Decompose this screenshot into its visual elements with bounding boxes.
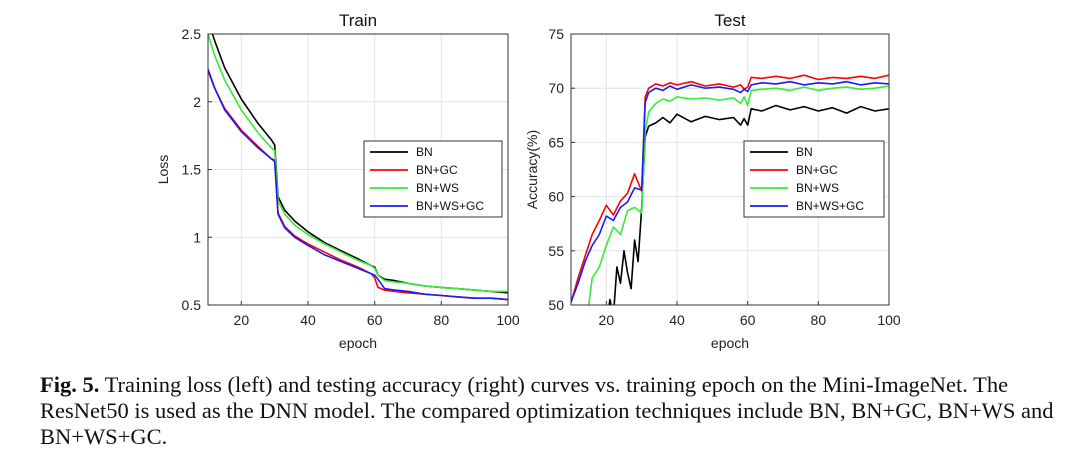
train-legend-label-bn: BN — [416, 145, 433, 159]
test-ytick-label-4: 70 — [548, 80, 564, 96]
train-legend: BN BN+GC BN+WS BN+WS+GC — [363, 140, 503, 218]
test-ytick-label-5: 75 — [548, 26, 564, 42]
train-ytick-label-4: 2.5 — [182, 26, 202, 42]
train-legend-label-bn-gc: BN+GC — [416, 163, 458, 177]
test-series-bn-line — [608, 104, 889, 305]
train-legend-label-bn-ws-gc: BN+WS+GC — [416, 199, 484, 213]
test-axes-frame — [570, 33, 890, 306]
train-xtick-label-0: 20 — [234, 312, 250, 328]
train-x-axis-label: epoch — [339, 335, 377, 351]
test-chart: 20 40 60 80 100 50 55 60 65 70 75 Test epoch Accuracy… — [524, 11, 901, 351]
train-legend-box — [363, 140, 503, 218]
test-xtick-label-3: 80 — [811, 312, 827, 328]
figure-canvas: 20 40 60 80 1000.511.522.5TrainepochLossBNBN… — [155, 11, 901, 351]
train-y-axis-label: Loss — [155, 155, 171, 185]
test-series-group — [571, 74, 889, 305]
train-xtick-label-1: 40 — [300, 312, 316, 328]
figure-caption: Fig. 5. Training loss (left) and testing… — [40, 372, 1060, 450]
test-xtick-label-0: 20 — [599, 312, 615, 328]
test-legend-label-bn-ws: BN+WS — [796, 181, 839, 195]
train-xtick-label-3: 80 — [434, 312, 450, 328]
train-ytick-label-2: 1.5 — [182, 162, 202, 178]
test-ytick-label-1: 55 — [548, 243, 564, 259]
test-xtick-label-4: 100 — [877, 312, 901, 328]
train-chart-title: Train — [339, 11, 377, 30]
test-y-axis-label: Accuracy(%) — [524, 130, 540, 209]
test-legend-label-bn-ws-gc: BN+WS+GC — [796, 199, 864, 213]
test-legend-label-bn: BN — [796, 145, 813, 159]
test-ytick-label-3: 65 — [548, 134, 564, 150]
test-series-bn-ws-gc-line — [571, 80, 889, 302]
figure-caption-text: Training loss (left) and testing accurac… — [40, 372, 1054, 449]
test-xtick-label-1: 40 — [669, 312, 685, 328]
test-legend-box — [743, 140, 885, 218]
train-ytick-label-1: 1 — [193, 229, 201, 245]
test-ytick-label-2: 60 — [548, 189, 564, 205]
test-legend-label-bn-gc: BN+GC — [796, 163, 838, 177]
test-xtick-label-2: 60 — [740, 312, 756, 328]
test-series-bn-gc-line — [571, 74, 889, 304]
test-ytick-label-0: 50 — [548, 297, 564, 313]
train-xtick-label-4: 100 — [496, 312, 520, 328]
test-x-axis-label: epoch — [711, 335, 749, 351]
train-ytick-label-0: 0.5 — [182, 297, 202, 313]
train-chart: 20 40 60 80 1000.511.522.5TrainepochLossBNBN… — [155, 11, 520, 351]
test-series-bn-ws-line — [587, 85, 889, 305]
train-series-bn-ws-line — [208, 34, 508, 293]
train-xtick-label-2: 60 — [367, 312, 383, 328]
test-chart-title: Test — [714, 11, 745, 30]
train-legend-label-bn-ws: BN+WS — [416, 181, 459, 195]
train-series-group — [208, 34, 508, 301]
figure-caption-label: Fig. 5. — [40, 372, 100, 397]
test-legend: BN BN+GC BN+WS BN+WS+GC — [743, 140, 885, 218]
train-ytick-label-3: 2 — [193, 94, 201, 110]
train-series-bn-ws-gc-line — [208, 68, 508, 301]
